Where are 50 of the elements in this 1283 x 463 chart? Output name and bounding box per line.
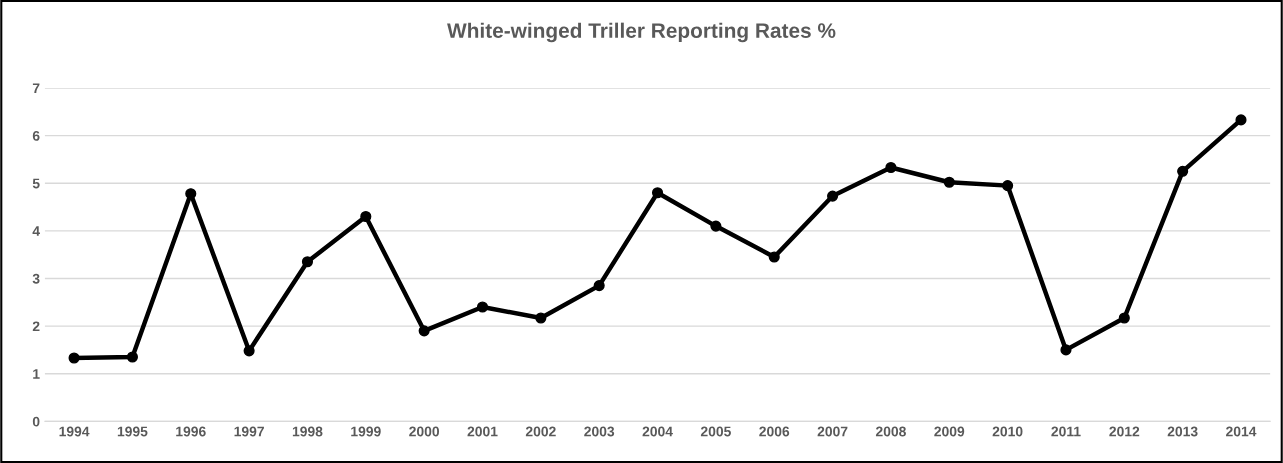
point	[476, 301, 489, 313]
point	[126, 351, 138, 363]
point	[301, 256, 314, 268]
x-tick-label: 2007	[817, 426, 848, 437]
point	[885, 161, 897, 174]
x-tick-label: 2001	[467, 426, 498, 437]
point	[243, 345, 255, 357]
x-tick-label: 1998	[292, 426, 323, 437]
x-tick-label: 1999	[351, 426, 381, 437]
point	[1002, 180, 1014, 192]
point	[68, 352, 80, 364]
x-tick-label: 2010	[992, 426, 1023, 437]
x-tick-label: 2002	[525, 426, 556, 437]
y-tick-label: 7	[32, 83, 40, 93]
y-tick-label: 5	[32, 178, 40, 189]
x-tick-label: 2011	[1051, 426, 1081, 437]
y-tick-label: 3	[32, 273, 40, 284]
x-tick-label: 2006	[759, 426, 790, 437]
x-tick-label: 2000	[409, 426, 440, 437]
x-tick-label: 2013	[1167, 426, 1198, 437]
x-tick-label: 1994	[59, 426, 90, 437]
point	[768, 251, 780, 263]
x-tick-label: 1997	[234, 426, 264, 437]
point	[827, 190, 839, 202]
y-tick-label: 6	[32, 130, 40, 141]
x-tick-label: 2003	[584, 426, 615, 437]
x-tick-label: 1995	[117, 426, 148, 437]
x-tick-label: 2014	[1226, 426, 1257, 437]
point	[535, 312, 547, 324]
point	[593, 280, 605, 292]
point	[1118, 312, 1130, 324]
y-tick-label: 1	[33, 369, 40, 379]
x-tick-label: 1996	[176, 426, 206, 437]
y-tick-label: 0	[32, 416, 40, 427]
x-tick-label: 2005	[700, 426, 731, 437]
chart-title: White-winged Triller Reporting Rates %	[447, 22, 836, 43]
x-tick-label: 2012	[1109, 426, 1140, 437]
point	[1235, 114, 1247, 126]
x-tick-label: 2009	[934, 426, 965, 437]
point	[651, 187, 664, 199]
point	[1177, 165, 1189, 177]
y-tick-label: 4	[32, 226, 40, 236]
y-tick-label: 2	[32, 321, 40, 332]
point	[710, 220, 722, 232]
x-tick-label: 2008	[875, 426, 906, 437]
point	[1060, 344, 1072, 356]
point	[943, 176, 955, 188]
point	[360, 210, 372, 223]
x-tick-label: 2004	[642, 426, 673, 437]
point	[418, 325, 430, 337]
